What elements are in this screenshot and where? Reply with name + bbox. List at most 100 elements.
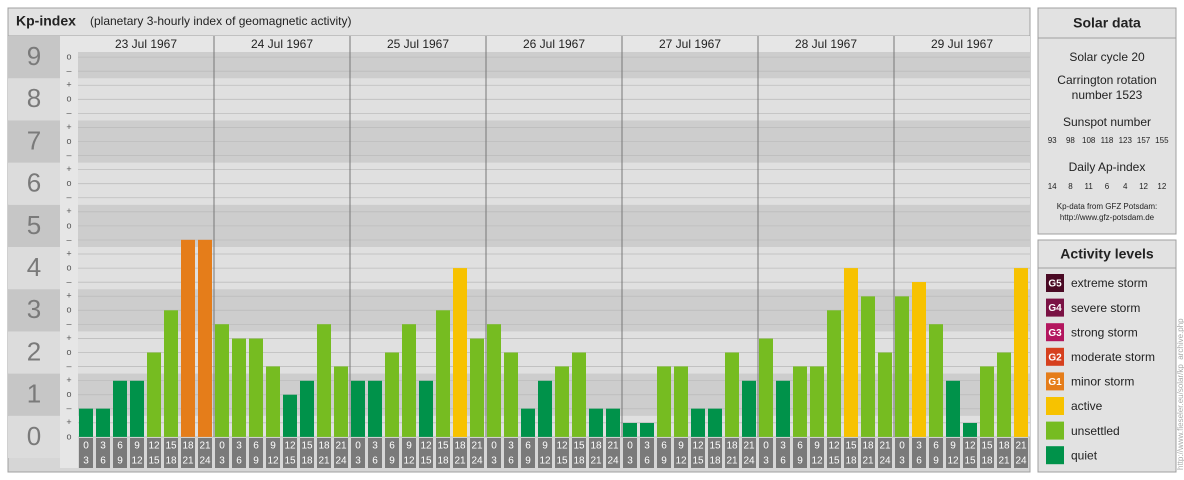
sunspot-value: 157 (1137, 136, 1151, 145)
hour-start: 3 (508, 441, 514, 452)
hour-end: 6 (916, 456, 922, 467)
hour-start: 6 (933, 441, 939, 452)
legend-badge: G3 (1048, 328, 1062, 339)
kp-bar (844, 268, 858, 437)
hour-start: 9 (542, 441, 548, 452)
kp-bar (725, 352, 739, 437)
minor-symbol: + (66, 375, 71, 385)
hour-start: 6 (797, 441, 803, 452)
legend-swatch (1046, 397, 1064, 415)
hour-start: 12 (556, 441, 568, 452)
hour-box (385, 438, 399, 468)
day-row (78, 36, 1030, 52)
legend-label: unsettled (1071, 424, 1120, 438)
legend-badge: G5 (1048, 279, 1062, 290)
hour-end: 24 (1015, 456, 1027, 467)
kp-bar (606, 408, 620, 437)
footer-url: http://www.fieseler.eu/solar/kp_archive.… (1176, 318, 1184, 470)
kp-bar (691, 408, 705, 437)
hour-start: 21 (199, 441, 211, 452)
ap-value: 8 (1068, 182, 1073, 191)
hour-start: 15 (981, 441, 993, 452)
hour-start: 9 (678, 441, 684, 452)
hour-start: 6 (117, 441, 123, 452)
hour-end: 9 (389, 456, 395, 467)
hour-end: 18 (437, 456, 449, 467)
kp-bar (147, 352, 161, 437)
title-bar (7, 7, 1031, 37)
hour-end: 24 (471, 456, 483, 467)
hour-end: 3 (763, 456, 769, 467)
carrington: number 1523 (1072, 88, 1143, 102)
kp-bar (113, 380, 127, 437)
kp-bar (249, 338, 263, 437)
hour-box (232, 438, 246, 468)
y-tick-label: 2 (27, 336, 41, 366)
hour-end: 9 (253, 456, 259, 467)
hour-start: 15 (709, 441, 721, 452)
hour-end: 9 (933, 456, 939, 467)
chart-title: Kp-index (16, 13, 76, 29)
hour-end: 3 (83, 456, 89, 467)
kp-band (8, 247, 60, 290)
day-label: 29 Jul 1967 (931, 37, 993, 51)
hour-box (572, 438, 586, 468)
hour-start: 0 (627, 441, 633, 452)
y-tick-label: 1 (27, 379, 41, 409)
hour-box (79, 438, 93, 468)
hour-box (606, 438, 620, 468)
hour-start: 12 (420, 441, 432, 452)
hour-end: 9 (117, 456, 123, 467)
legend-label: strong storm (1071, 325, 1138, 339)
hour-end: 21 (590, 456, 602, 467)
sunspot-title: Sunspot number (1063, 115, 1151, 129)
kp-band (8, 78, 60, 121)
hour-start: 18 (590, 441, 602, 452)
hour-box (538, 438, 552, 468)
hour-start: 3 (100, 441, 106, 452)
hour-box (249, 438, 263, 468)
hour-box (198, 438, 212, 468)
chart-band (78, 52, 1030, 79)
ap-value: 11 (1085, 182, 1094, 191)
kp-bar (572, 352, 586, 437)
kp-bar (164, 310, 178, 437)
hour-box (164, 438, 178, 468)
hour-box (368, 438, 382, 468)
hour-end: 24 (607, 456, 619, 467)
minor-symbol: + (66, 291, 71, 301)
hour-end: 15 (420, 456, 432, 467)
hour-end: 12 (539, 456, 551, 467)
kp-band (8, 204, 60, 247)
hour-start: 12 (964, 441, 976, 452)
hour-end: 21 (726, 456, 738, 467)
hour-box (419, 438, 433, 468)
minor-symbol: o (66, 305, 71, 315)
legend-label: active (1071, 399, 1103, 413)
hour-box (300, 438, 314, 468)
y-tick-label: 5 (27, 210, 41, 240)
minor-symbol: o (66, 51, 71, 61)
hour-box (215, 438, 229, 468)
hour-box (96, 438, 110, 468)
hour-box (487, 438, 501, 468)
minor-symbol: – (66, 66, 71, 76)
hour-start: 6 (253, 441, 259, 452)
legend-swatch (1046, 274, 1064, 292)
kp-bar (674, 366, 688, 437)
minor-symbol: – (66, 150, 71, 160)
minor-symbol: + (66, 417, 71, 427)
hour-box (895, 438, 909, 468)
hour-end: 9 (797, 456, 803, 467)
hour-start: 0 (899, 441, 905, 452)
hour-end: 21 (998, 456, 1010, 467)
kp-bar (283, 394, 297, 437)
kp-bar (997, 352, 1011, 437)
hour-start: 12 (828, 441, 840, 452)
hour-box (521, 438, 535, 468)
hour-box (861, 438, 875, 468)
legend-label: minor storm (1071, 375, 1134, 389)
hour-box (453, 438, 467, 468)
kp-bar (487, 324, 501, 437)
hour-start: 15 (165, 441, 177, 452)
